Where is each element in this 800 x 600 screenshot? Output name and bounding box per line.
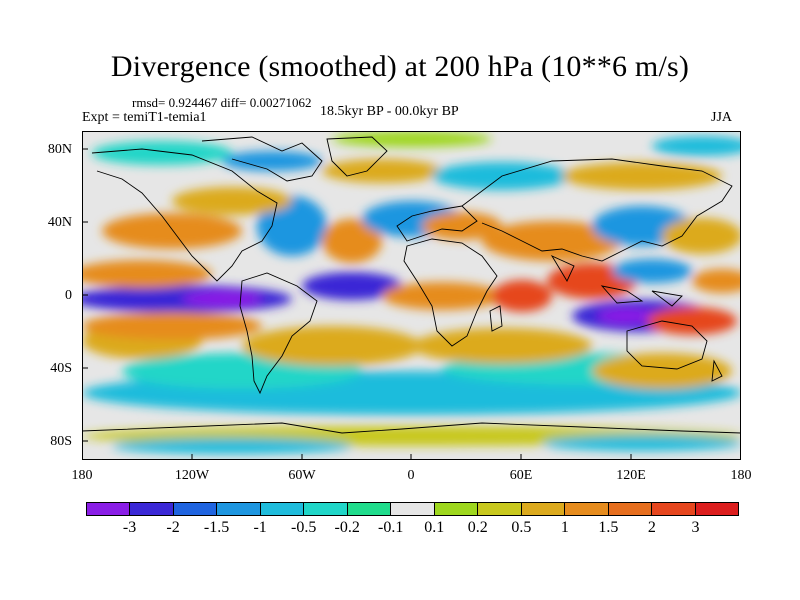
y-label-40s: 40S xyxy=(50,361,72,376)
colorbar-swatch xyxy=(608,503,653,515)
colorbar-swatch xyxy=(478,503,522,515)
x-label-60e: 60E xyxy=(509,468,533,483)
colorbar-swatch xyxy=(87,503,131,515)
x-label-120e: 120E xyxy=(616,468,646,483)
y-label-40n: 40N xyxy=(47,215,72,230)
season-label: JJA xyxy=(711,110,733,125)
colorbar-swatch xyxy=(304,503,348,515)
colorbar-label: -0.1 xyxy=(378,519,404,536)
colorbar-label: -0.5 xyxy=(290,519,317,536)
colorbar-swatch xyxy=(130,503,174,515)
colorbar-label: 0.2 xyxy=(467,519,488,536)
x-label-0: 0 xyxy=(407,468,415,483)
colorbar-swatch xyxy=(521,503,566,515)
colorbar-label: 1.5 xyxy=(598,519,619,536)
y-label-80n: 80N xyxy=(47,142,72,157)
coastlines xyxy=(82,136,741,434)
x-label-120w: 120W xyxy=(174,468,210,483)
rmsd-diff-stats: rmsd= 0.924467 diff= 0.00271062 xyxy=(132,95,312,110)
experiment-label: Expt = temiT1-temia1 xyxy=(82,110,207,125)
colorbar-swatch xyxy=(173,503,218,515)
divergence-map xyxy=(82,131,741,460)
colorbar-label: 0.1 xyxy=(424,519,445,536)
colorbar-label: -0.2 xyxy=(334,519,360,536)
colorbar-swatch xyxy=(260,503,305,515)
x-label-180e: 180 xyxy=(730,468,752,483)
plot-title: Divergence (smoothed) at 200 hPa (10**6 … xyxy=(110,50,690,83)
colorbar-label: 3 xyxy=(691,519,700,536)
colorbar-label: 1 xyxy=(560,519,569,536)
colorbar-label: -1 xyxy=(253,519,267,536)
colorbar-swatch xyxy=(695,503,739,515)
y-label-0: 0 xyxy=(65,288,72,303)
colorbar-swatch xyxy=(565,503,609,515)
divergence-field xyxy=(82,131,741,454)
y-label-80s: 80S xyxy=(50,434,72,449)
world-map-icon xyxy=(82,131,741,460)
colorbar-label: 0.5 xyxy=(511,519,532,536)
axis-ticks xyxy=(82,148,632,460)
colorbar-swatch xyxy=(217,503,261,515)
colorbar-label: 2 xyxy=(647,519,656,536)
colorbar xyxy=(86,502,739,516)
colorbar-label: -3 xyxy=(122,519,137,536)
colorbar-swatch xyxy=(391,503,435,515)
x-label-60w: 60W xyxy=(288,468,316,483)
colorbar-swatch xyxy=(652,503,696,515)
colorbar-swatch xyxy=(434,503,479,515)
colorbar-label: -2 xyxy=(166,519,180,536)
colorbar-swatch xyxy=(347,503,392,515)
period-label: 18.5kyr BP - 00.0kyr BP xyxy=(320,104,459,119)
colorbar-label: -1.5 xyxy=(203,519,230,536)
x-label-180w: 180 xyxy=(71,468,93,483)
